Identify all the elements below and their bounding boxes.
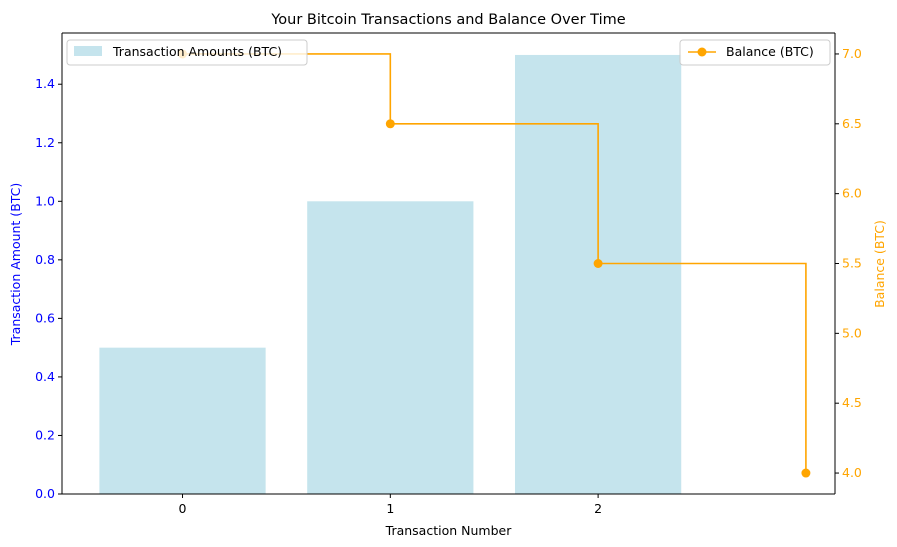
left-tick-label-0: 0.0 <box>35 486 55 501</box>
x-axis-label: Transaction Number <box>385 523 513 538</box>
right-tick-label-3: 5.5 <box>842 256 862 271</box>
right-tick-label-1: 4.5 <box>842 395 862 410</box>
left-tick-label-2: 0.4 <box>35 369 55 384</box>
x-tick-label-1: 1 <box>386 501 394 516</box>
right-tick-label-6: 7.0 <box>842 46 862 61</box>
line-legend-marker <box>697 47 707 57</box>
chart-title: Your Bitcoin Transactions and Balance Ov… <box>270 12 625 28</box>
line-legend-label: Balance (BTC) <box>726 44 814 59</box>
left-tick-label-5: 1.0 <box>35 193 55 208</box>
left-tick-label-3: 0.6 <box>35 310 55 325</box>
left-tick-label-4: 0.8 <box>35 252 55 267</box>
right-tick-label-0: 4.0 <box>842 465 862 480</box>
bar-2 <box>514 54 682 494</box>
bars-legend: Transaction Amounts (BTC) <box>66 39 308 66</box>
right-tick-label-4: 6.0 <box>842 186 862 201</box>
bars-legend-label: Transaction Amounts (BTC) <box>112 44 282 59</box>
x-tick-label-2: 2 <box>594 501 602 516</box>
right-axis-label: Balance (BTC) <box>872 220 887 308</box>
bar-1 <box>307 201 474 495</box>
axes-layer: 0.0 0.2 0.4 0.6 0.8 1.0 1.2 1.4 4.0 4.5 5.0 5.5 6.0 6… <box>35 32 862 516</box>
line-legend: Balance (BTC) <box>679 39 831 66</box>
line-legend-frame <box>679 39 831 66</box>
bar-0 <box>99 347 266 494</box>
right-tick-label-2: 5.0 <box>842 325 862 340</box>
balance-point-3 <box>801 468 811 478</box>
left-tick-label-6: 1.2 <box>35 135 55 150</box>
left-tick-label-7: 1.4 <box>35 76 55 91</box>
balance-point-2 <box>593 259 603 268</box>
bars-legend-frame <box>66 39 308 66</box>
x-tick-label-0: 0 <box>179 501 187 516</box>
right-tick-label-5: 6.5 <box>842 116 862 131</box>
balance-point-1 <box>385 119 395 129</box>
left-tick-label-1: 0.2 <box>35 427 55 442</box>
bars-legend-swatch <box>74 46 102 56</box>
left-axis-label: Transaction Amount (BTC) <box>8 183 23 347</box>
balance-step-line <box>182 53 807 474</box>
